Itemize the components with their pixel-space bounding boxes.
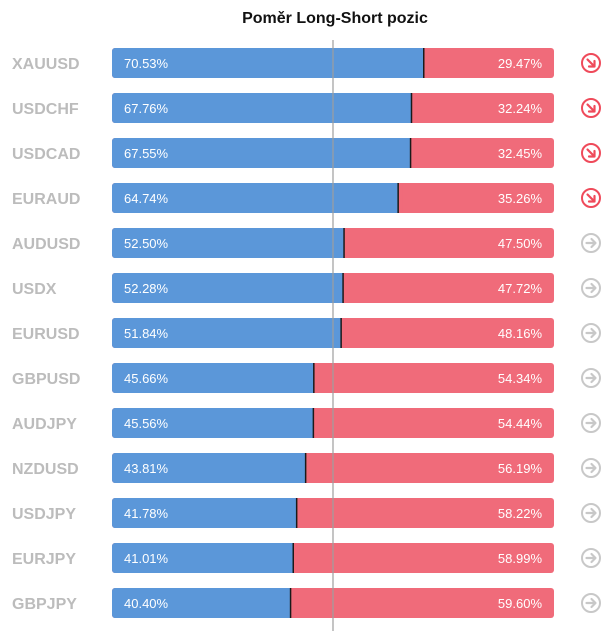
arrow-right-icon[interactable] [581,323,601,343]
arrow-right-icon[interactable] [581,233,601,253]
arrow-right-icon[interactable] [581,503,601,523]
short-percent-label: 54.44% [498,416,543,431]
short-percent-label: 54.34% [498,371,543,386]
chart-title: Poměr Long-Short pozic [242,10,428,27]
arrow-down-right-icon[interactable] [581,53,601,73]
long-percent-label: 52.28% [124,281,169,296]
symbol-label[interactable]: GBPUSD [12,371,80,388]
short-bar-edge [296,498,301,528]
short-bar-edge [410,138,415,168]
arrow-right-icon[interactable] [581,458,601,478]
symbol-label[interactable]: GBPJPY [12,596,77,613]
short-percent-label: 56.19% [498,461,543,476]
short-percent-label: 59.60% [498,596,543,611]
chart-row: NZDUSD 43.81% 56.19% [12,453,601,483]
chart-row: GBPJPY 40.40% 59.60% [12,588,601,618]
long-bar [112,408,317,438]
chart-row: EURJPY 41.01% 58.99% [12,543,601,573]
long-bar [112,228,348,258]
short-percent-label: 32.24% [498,101,543,116]
short-bar-edge [341,318,346,348]
long-percent-label: 41.01% [124,551,169,566]
long-percent-label: 67.55% [124,146,169,161]
chart-row: USDCHF 67.76% 32.24% [12,93,601,123]
short-percent-label: 47.50% [498,236,543,251]
short-bar-edge [313,408,318,438]
short-bar-edge [411,93,416,123]
symbol-label[interactable]: XAUUSD [12,56,80,73]
long-percent-label: 41.78% [124,506,169,521]
chart-row: XAUUSD 70.53% 29.47% [12,48,601,78]
short-percent-label: 35.26% [498,191,543,206]
short-bar-edge [290,588,295,618]
short-bar-edge [398,183,403,213]
symbol-label[interactable]: USDX [12,281,57,298]
symbol-label[interactable]: USDJPY [12,506,76,523]
long-bar [112,318,345,348]
long-bar [112,453,309,483]
long-percent-label: 51.84% [124,326,169,341]
arrow-down-right-icon[interactable] [581,143,601,163]
short-bar-edge [344,228,349,258]
long-percent-label: 40.40% [124,596,169,611]
symbol-label[interactable]: AUDUSD [12,236,80,253]
arrow-right-icon[interactable] [581,413,601,433]
long-bar [112,498,300,528]
chart-row: AUDUSD 52.50% 47.50% [12,228,601,258]
symbol-label[interactable]: USDCHF [12,101,79,118]
short-bar-edge [343,273,348,303]
symbol-label[interactable]: USDCAD [12,146,80,163]
arrow-right-icon[interactable] [581,368,601,388]
short-percent-label: 47.72% [498,281,543,296]
symbol-label[interactable]: EURJPY [12,551,76,568]
long-percent-label: 45.66% [124,371,169,386]
symbol-label[interactable]: EURAUD [12,191,80,208]
short-percent-label: 58.22% [498,506,543,521]
long-bar [112,363,317,393]
long-percent-label: 64.74% [124,191,169,206]
short-bar-edge [293,543,298,573]
symbol-label[interactable]: AUDJPY [12,416,77,433]
arrow-down-right-icon[interactable] [581,188,601,208]
arrow-right-icon[interactable] [581,548,601,568]
long-percent-label: 52.50% [124,236,169,251]
long-bar [112,543,297,573]
long-bar [112,273,347,303]
chart-row: USDCAD 67.55% 32.45% [12,138,601,168]
long-bar [112,183,402,213]
short-percent-label: 48.16% [498,326,543,341]
arrow-right-icon[interactable] [581,593,601,613]
short-bar-edge [423,48,428,78]
short-percent-label: 58.99% [498,551,543,566]
long-percent-label: 43.81% [124,461,169,476]
long-bar [112,48,427,78]
chart-row: AUDJPY 45.56% 54.44% [12,408,601,438]
long-bar [112,93,415,123]
chart-row: USDJPY 41.78% 58.22% [12,498,601,528]
chart-row: GBPUSD 45.66% 54.34% [12,363,601,393]
arrow-right-icon[interactable] [581,278,601,298]
arrow-down-right-icon[interactable] [581,98,601,118]
long-percent-label: 45.56% [124,416,169,431]
short-bar-edge [305,453,310,483]
long-percent-label: 70.53% [124,56,169,71]
short-bar-edge [313,363,318,393]
chart-row: USDX 52.28% 47.72% [12,273,601,303]
long-percent-label: 67.76% [124,101,169,116]
long-bar [112,588,294,618]
chart-row: EURAUD 64.74% 35.26% [12,183,601,213]
symbol-label[interactable]: EURUSD [12,326,80,343]
long-bar [112,138,414,168]
chart-row: EURUSD 51.84% 48.16% [12,318,601,348]
short-percent-label: 32.45% [498,146,543,161]
short-percent-label: 29.47% [498,56,543,71]
symbol-label[interactable]: NZDUSD [12,461,79,478]
